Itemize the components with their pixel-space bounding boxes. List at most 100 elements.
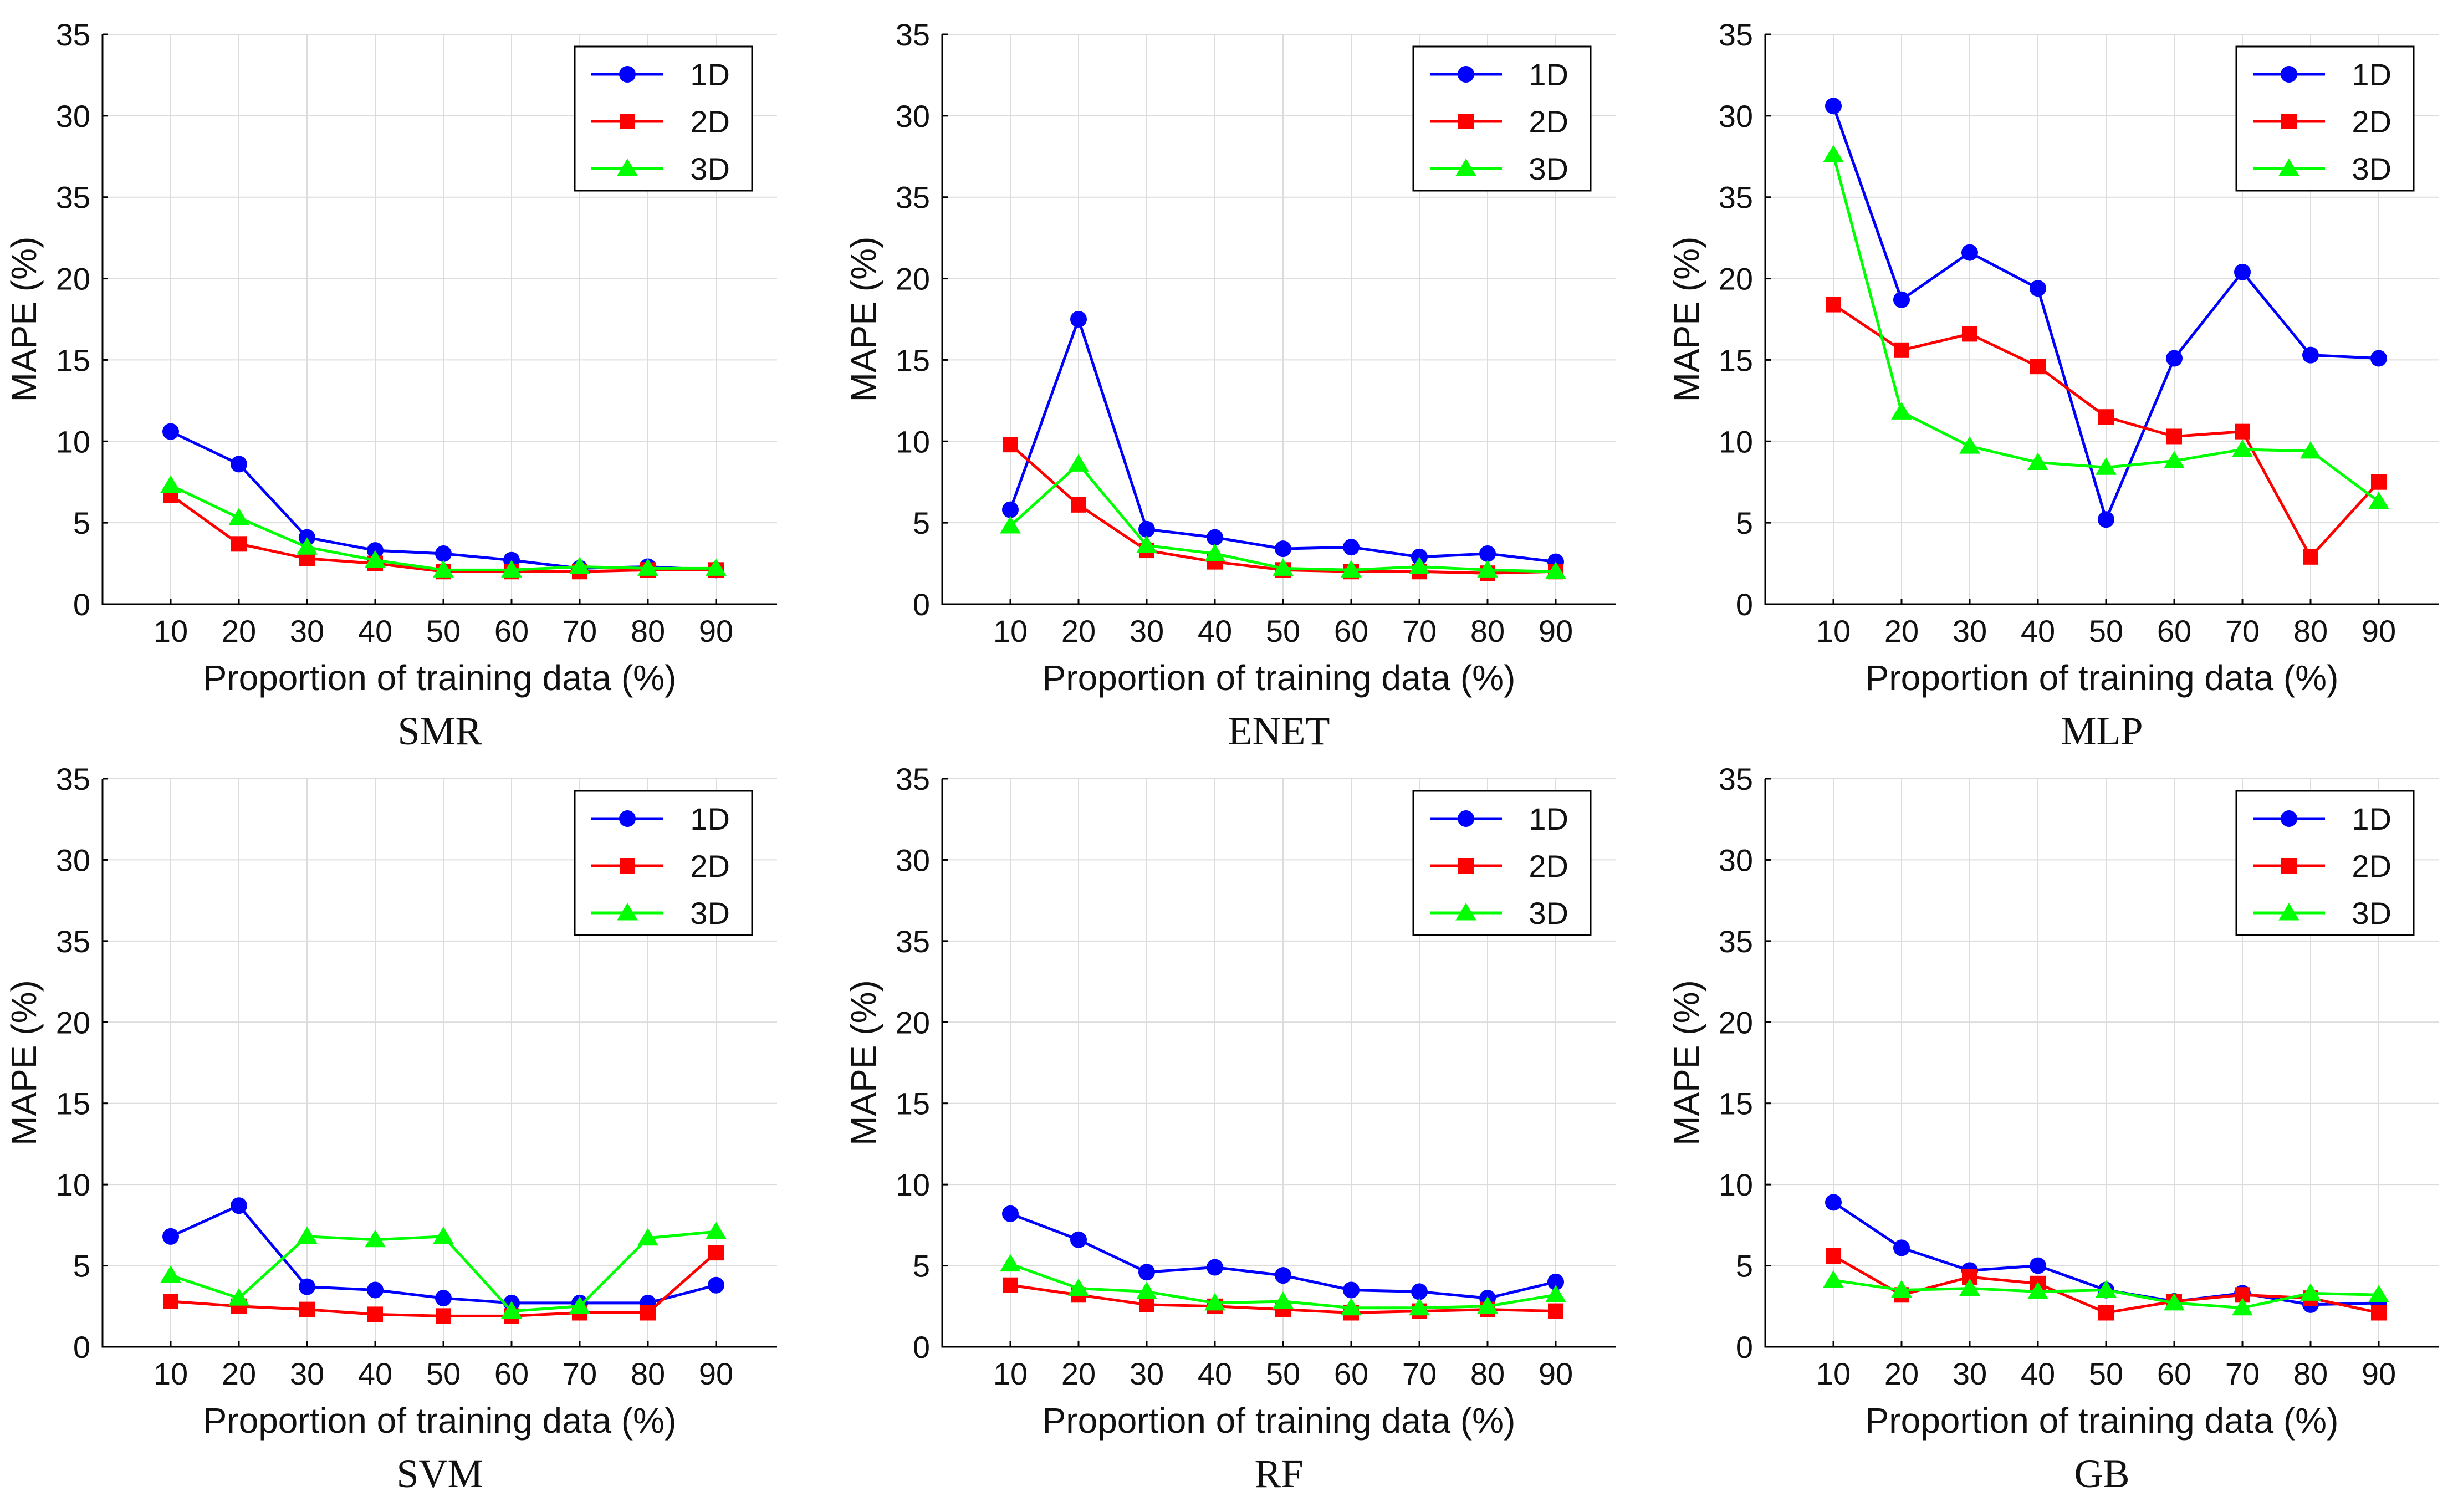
data-point-3d [1000, 516, 1021, 534]
data-point-1d [2234, 263, 2251, 280]
legend-box [2235, 45, 2415, 192]
x-tick-label: 40 [358, 1356, 392, 1391]
data-point-3d [2027, 1281, 2048, 1299]
x-tick-label: 90 [1539, 1356, 1573, 1391]
legend-label-1d: 1D [690, 57, 730, 92]
y-axis-label: MAPE (%) [844, 237, 883, 402]
y-tick-label: 30 [896, 842, 930, 877]
x-tick-label: 30 [1130, 1356, 1164, 1391]
legend-box [1412, 45, 1592, 192]
y-tick-label: 35 [896, 924, 930, 959]
x-tick-label: 50 [426, 614, 461, 648]
legend-marker-3d [1455, 903, 1476, 921]
y-tick-label: 10 [896, 424, 930, 459]
data-point-2d [436, 1308, 451, 1324]
x-tick-label: 90 [699, 614, 733, 648]
x-tick-label: 30 [290, 1356, 324, 1391]
data-point-3d [228, 1288, 249, 1306]
legend-marker-2d [2281, 114, 2297, 129]
data-point-1d [1547, 1273, 1564, 1290]
data-point-1d [1343, 1281, 1360, 1299]
y-tick-label: 20 [56, 1005, 90, 1040]
data-point-1d [162, 423, 179, 440]
x-tick-label: 90 [2362, 614, 2396, 648]
data-point-2d [1003, 1277, 1018, 1293]
data-point-3d [297, 537, 318, 555]
x-tick-label: 60 [1334, 1356, 1368, 1391]
y-tick-label: 35 [896, 17, 930, 52]
data-point-2d [2371, 474, 2387, 490]
data-point-1d [435, 1290, 452, 1307]
legend: 1D 2D 3D [574, 45, 753, 192]
y-tick-label: 35 [1719, 762, 1753, 796]
y-tick-label: 5 [913, 1249, 930, 1284]
x-tick-label: 80 [2293, 614, 2328, 648]
data-point-3d [1545, 1285, 1566, 1302]
data-point-3d [1341, 1298, 1362, 1316]
x-tick-label: 30 [1953, 1356, 1987, 1391]
y-axis-label: MAPE (%) [1667, 237, 1706, 402]
y-tick-label: 35 [1719, 180, 1753, 215]
x-tick-label: 70 [2225, 1356, 2260, 1391]
chart-panel-mlp: 0 5 10 15 20 35 30 35 10 20 30 40 50 60 70 80 90 Proporti… [1667, 17, 2439, 753]
y-tick-label: 5 [73, 1249, 90, 1284]
x-axis-label: Proportion of training data (%) [203, 1401, 677, 1441]
x-tick-label: 80 [1470, 1356, 1505, 1391]
y-tick-label: 10 [896, 1167, 930, 1202]
y-tick-label: 15 [56, 343, 90, 377]
legend-marker-3d [2278, 159, 2299, 176]
legend-marker-3d [617, 159, 638, 176]
data-point-3d [2096, 1280, 2117, 1298]
panel-caption: SVM [396, 1452, 483, 1496]
data-point-1d [1343, 539, 1360, 556]
x-tick-label: 50 [2089, 614, 2123, 648]
data-point-2d [640, 1305, 656, 1321]
legend-marker-1d [1458, 810, 1474, 827]
x-tick-label: 50 [2089, 1356, 2123, 1391]
data-point-2d [1071, 497, 1086, 513]
data-point-2d [367, 1306, 383, 1322]
y-axis-label: MAPE (%) [844, 980, 883, 1146]
y-tick-label: 35 [56, 924, 90, 959]
y-tick-label: 35 [1719, 17, 1753, 52]
chart-panel-smr: 0 5 10 15 20 35 30 35 10 20 30 40 50 60 70 80 90 Proporti… [4, 17, 777, 753]
data-point-2d [2235, 423, 2250, 440]
legend-box [574, 790, 753, 936]
y-tick-label: 5 [1736, 1249, 1753, 1284]
data-point-1d [299, 1278, 315, 1295]
data-point-2d [1826, 297, 1841, 313]
data-point-3d [1891, 1280, 1912, 1298]
y-tick-label: 0 [1736, 587, 1753, 622]
y-tick-label: 0 [913, 1330, 930, 1365]
x-tick-label: 90 [1539, 614, 1573, 648]
panel-caption: MLP [2061, 709, 2143, 753]
legend-label-3d: 3D [690, 151, 730, 186]
data-point-3d [1136, 535, 1157, 553]
data-point-1d [2030, 280, 2046, 297]
legend-marker-1d [2281, 810, 2297, 827]
panel-caption: RF [1254, 1452, 1303, 1496]
legend-label-3d: 3D [2352, 896, 2391, 931]
x-tick-label: 80 [631, 1356, 665, 1391]
legend-label-3d: 3D [2352, 151, 2391, 186]
y-tick-label: 35 [56, 180, 90, 215]
x-tick-label: 10 [154, 614, 188, 648]
data-point-3d [1823, 1270, 1844, 1288]
legend: 1D 2D 3D [2235, 790, 2415, 936]
y-tick-label: 10 [1719, 424, 1753, 459]
y-tick-label: 35 [896, 762, 930, 796]
y-tick-label: 20 [56, 262, 90, 297]
x-tick-label: 10 [993, 1356, 1028, 1391]
legend-marker-3d [617, 903, 638, 921]
data-point-2d [708, 1245, 724, 1261]
chart-panel-rf: 0 5 10 15 20 35 30 35 10 20 30 40 50 60 70 80 90 Proporti… [844, 762, 1616, 1496]
data-point-3d [1204, 1293, 1225, 1311]
y-tick-label: 0 [1736, 1330, 1753, 1365]
y-tick-label: 10 [56, 424, 90, 459]
data-point-1d [1893, 291, 1910, 308]
data-point-3d [2164, 451, 2185, 469]
data-point-2d [1826, 1248, 1841, 1264]
x-tick-label: 60 [1334, 614, 1368, 648]
data-point-2d [2166, 428, 2182, 445]
y-tick-label: 5 [73, 505, 90, 540]
